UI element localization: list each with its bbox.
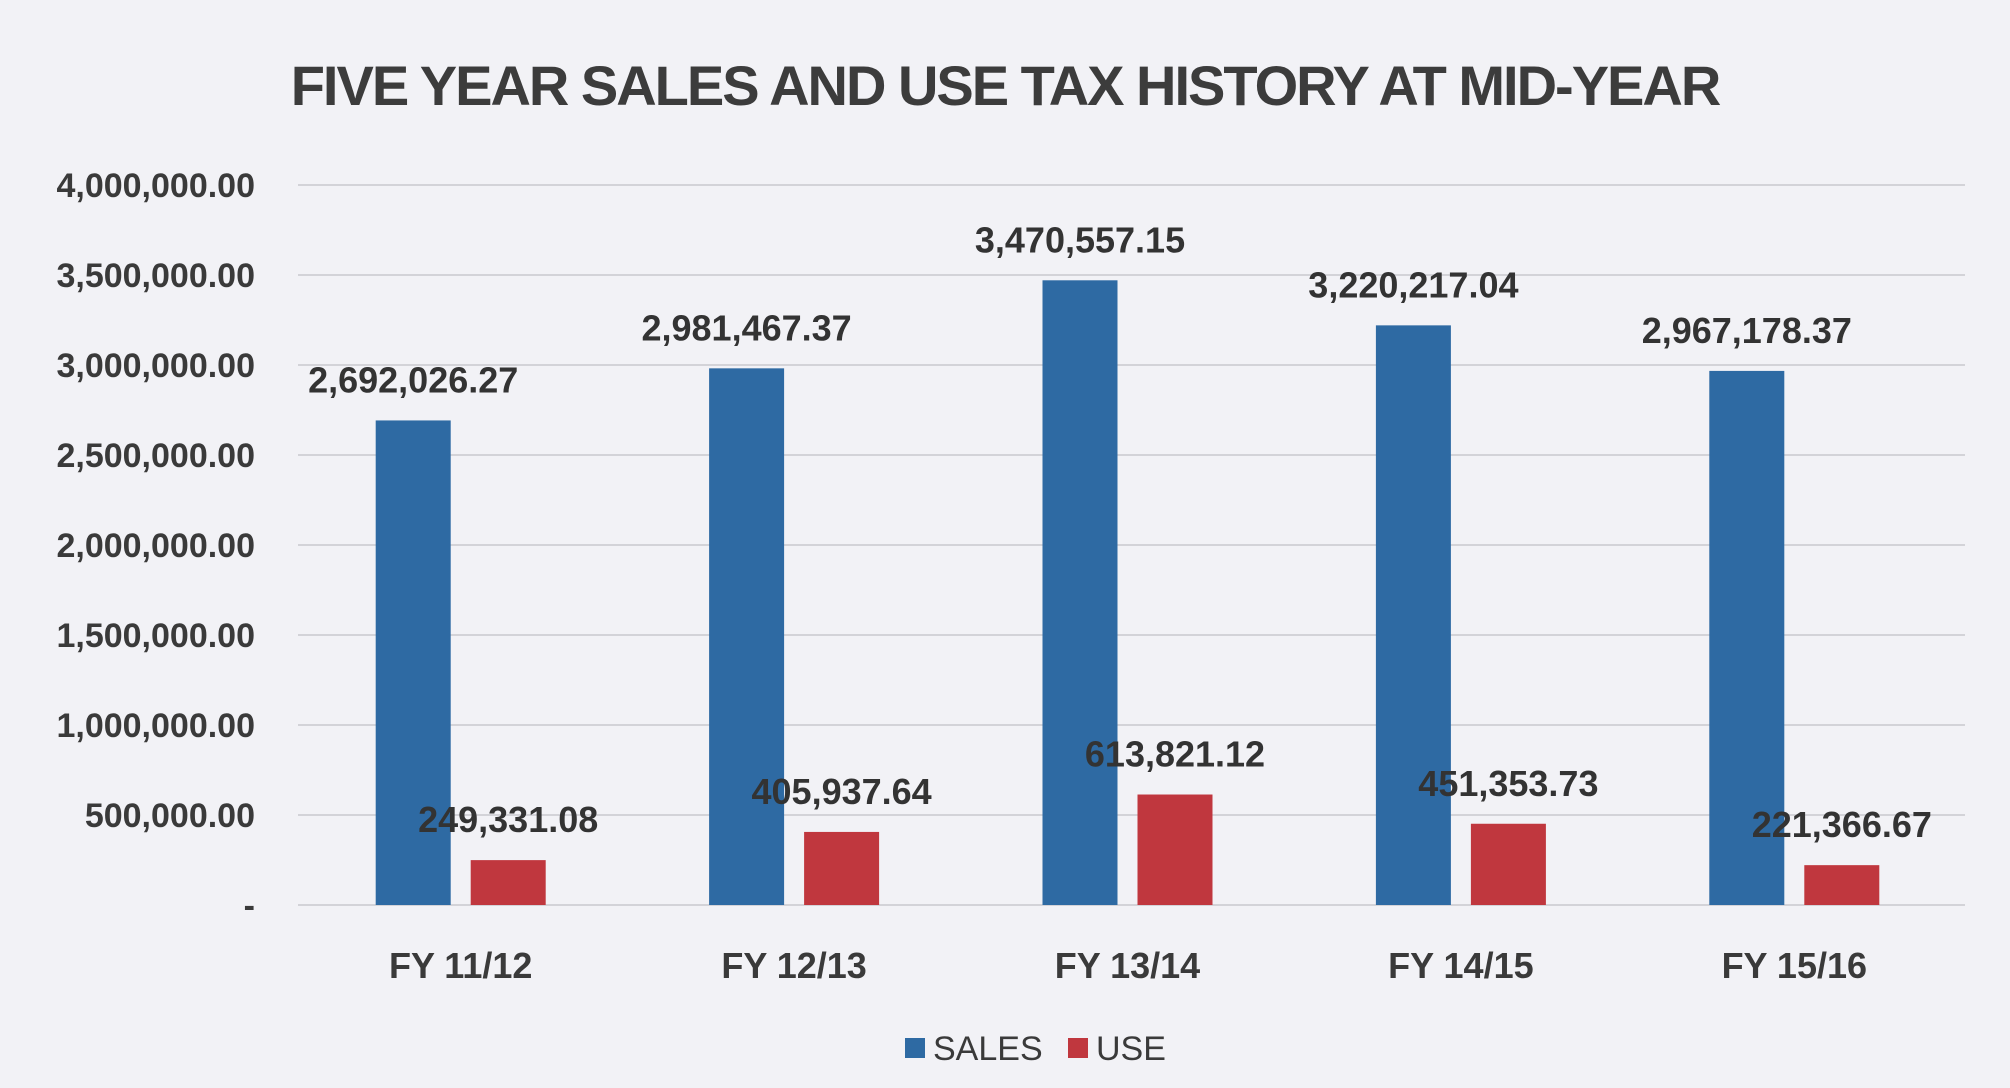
y-tick-label: 3,000,000.00 (56, 347, 255, 385)
bar-use-1 (804, 831, 880, 905)
y-axis: - 500,000.00 1,000,000.00 1,500,000.00 2,000… (56, 167, 255, 925)
y-tick-label: 3,500,000.00 (56, 257, 255, 295)
bar-use-2 (1137, 794, 1213, 905)
y-tick-label: 500,000.00 (85, 797, 255, 835)
bar-use-3 (1470, 823, 1546, 905)
bar-use-0 (470, 860, 546, 905)
legend-swatch-sales (905, 1038, 925, 1058)
bar-sales-3 (1375, 325, 1451, 905)
data-label-sales-2: 3,470,557.15 (975, 219, 1185, 260)
data-label-sales-3: 3,220,217.04 (1308, 264, 1518, 305)
y-tick-label: 2,000,000.00 (56, 527, 255, 565)
x-tick-label: FY 12/13 (721, 945, 866, 986)
data-label-use-4: 221,366.67 (1752, 804, 1932, 845)
legend-label-use: USE (1096, 1030, 1166, 1068)
x-tick-label: FY 15/16 (1722, 945, 1867, 986)
chart-title: FIVE YEAR SALES AND USE TAX HISTORY AT M… (291, 54, 1721, 117)
data-label-use-1: 405,937.64 (752, 771, 932, 812)
data-label-use-3: 451,353.73 (1418, 763, 1598, 804)
data-label-use-2: 613,821.12 (1085, 734, 1265, 775)
y-tick-label: - (244, 887, 255, 925)
y-tick-label: 1,500,000.00 (56, 617, 255, 655)
bar-sales-4 (1709, 370, 1785, 905)
bar-sales-2 (1042, 280, 1118, 906)
bar-sales-0 (375, 420, 451, 905)
gridlines (298, 184, 1965, 906)
legend: SALES USE (905, 1030, 1166, 1068)
x-tick-label: FY 14/15 (1388, 945, 1533, 986)
legend-swatch-use (1068, 1038, 1088, 1058)
bar-sales-1 (709, 368, 785, 905)
y-tick-label: 4,000,000.00 (56, 167, 255, 205)
x-axis: FY 11/12 FY 12/13 FY 13/14 FY 14/15 FY 15/16 (389, 945, 1867, 986)
y-tick-label: 2,500,000.00 (56, 437, 255, 475)
data-label-use-0: 249,331.08 (418, 799, 598, 840)
bars (375, 280, 1880, 906)
x-tick-label: FY 13/14 (1055, 945, 1200, 986)
data-label-sales-4: 2,967,178.37 (1642, 310, 1852, 351)
legend-label-sales: SALES (933, 1030, 1043, 1068)
x-tick-label: FY 11/12 (389, 945, 532, 986)
data-label-sales-0: 2,692,026.27 (308, 359, 518, 400)
data-labels: 2,692,026.27 249,331.08 2,981,467.37 405,93… (308, 219, 1932, 845)
bar-use-4 (1804, 865, 1880, 905)
data-label-sales-1: 2,981,467.37 (641, 307, 851, 348)
y-tick-label: 1,000,000.00 (56, 707, 255, 745)
